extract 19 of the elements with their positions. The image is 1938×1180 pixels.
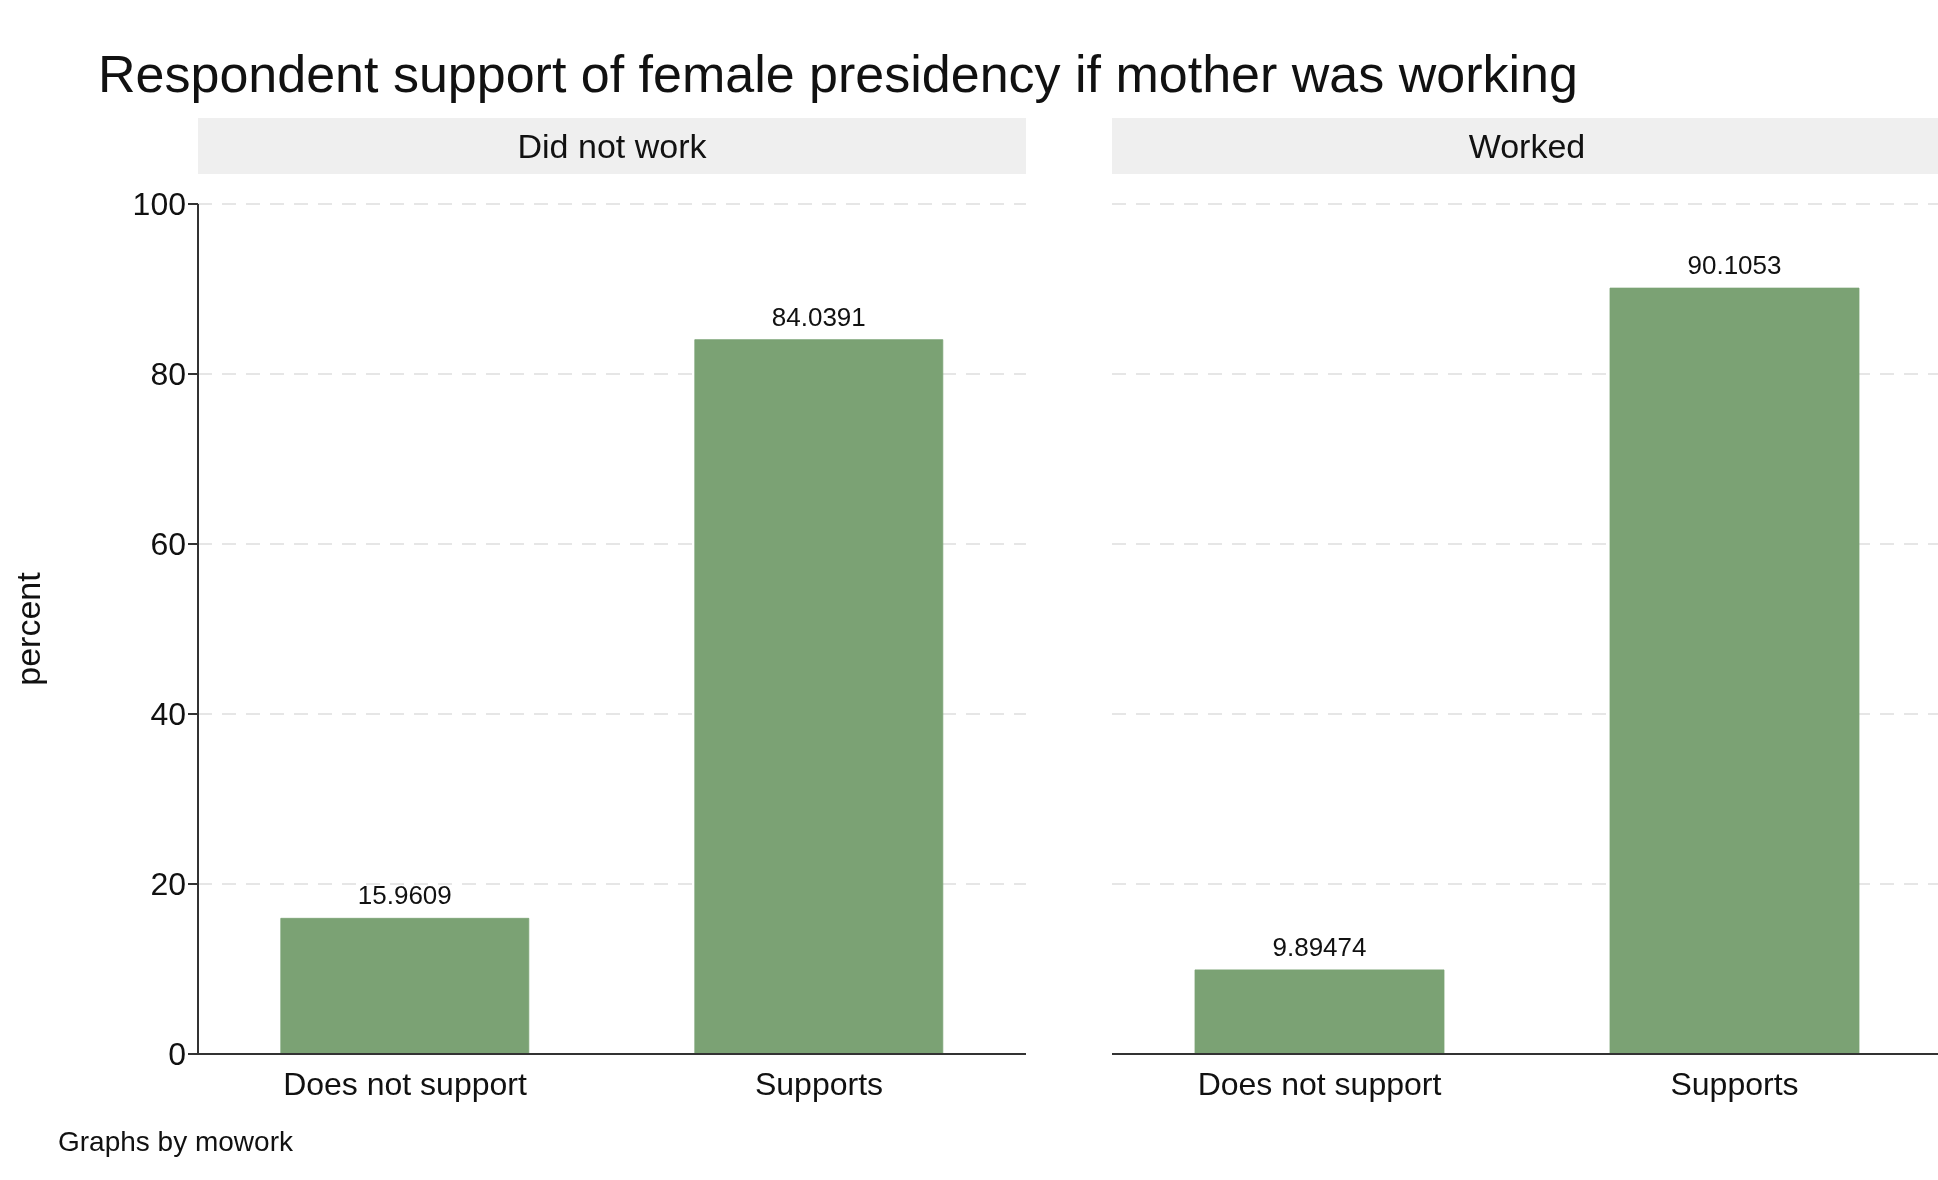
y-tick-label: 20 xyxy=(150,866,186,903)
data-label: 84.0391 xyxy=(771,301,866,332)
data-label: 9.89474 xyxy=(1272,931,1367,962)
x-tick-label: Does not support xyxy=(283,1065,527,1102)
y-tick-label: 0 xyxy=(168,1036,186,1073)
data-label: 15.9609 xyxy=(357,880,452,911)
y-tick-label: 60 xyxy=(150,526,186,563)
y-axis-title: percent xyxy=(9,571,48,686)
y-tick-label: 80 xyxy=(150,356,186,393)
x-tick-label: Does not support xyxy=(1197,1065,1442,1102)
data-label: 90.1053 xyxy=(1687,250,1782,281)
x-tick-label: Supports xyxy=(754,1065,884,1102)
chart-subtitle: Worked xyxy=(1112,118,1938,174)
y-tick-label: 100 xyxy=(132,186,186,223)
x-tick-label: Supports xyxy=(1670,1065,1799,1102)
y-tick-label: 40 xyxy=(150,696,186,733)
chart-subtitle: Did not work xyxy=(198,118,1026,174)
chart-title: Respondent support of female presidency if mother was working xyxy=(97,44,1579,105)
text: Graphs by mowork xyxy=(57,1126,294,1158)
